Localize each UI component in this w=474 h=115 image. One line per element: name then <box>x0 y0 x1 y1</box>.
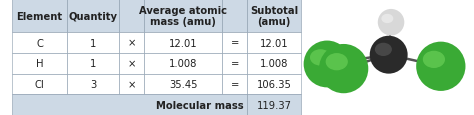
Text: H: H <box>36 59 43 69</box>
Bar <box>12 33 67 53</box>
Text: =: = <box>231 59 239 69</box>
Bar <box>222 33 247 53</box>
Bar <box>119 33 144 53</box>
Bar <box>247 53 301 74</box>
Text: 12.01: 12.01 <box>260 38 289 48</box>
Bar <box>12 94 247 115</box>
Bar <box>67 0 119 33</box>
Text: 106.35: 106.35 <box>257 79 292 89</box>
Ellipse shape <box>310 50 331 66</box>
Text: 12.01: 12.01 <box>169 38 198 48</box>
Bar <box>222 74 247 94</box>
Bar <box>12 53 67 74</box>
Ellipse shape <box>319 45 368 93</box>
Bar <box>247 74 301 94</box>
Text: Quantity: Quantity <box>69 12 118 21</box>
Ellipse shape <box>326 54 348 71</box>
Ellipse shape <box>423 51 445 68</box>
Text: 119.37: 119.37 <box>257 100 292 110</box>
Bar <box>144 0 222 33</box>
Bar <box>67 33 119 53</box>
Text: 1.008: 1.008 <box>169 59 197 69</box>
Ellipse shape <box>382 15 393 24</box>
Text: 1.008: 1.008 <box>260 59 288 69</box>
Text: Subtotal
(amu): Subtotal (amu) <box>250 6 298 27</box>
Bar <box>12 0 67 33</box>
Bar <box>67 74 119 94</box>
Bar <box>12 74 67 94</box>
Bar <box>222 0 247 33</box>
Bar <box>222 53 247 74</box>
Bar <box>119 0 144 33</box>
Text: Molecular mass: Molecular mass <box>156 100 244 110</box>
Text: =: = <box>231 79 239 89</box>
Text: Average atomic
mass (amu): Average atomic mass (amu) <box>139 6 227 27</box>
Bar <box>67 53 119 74</box>
Bar <box>247 94 301 115</box>
Ellipse shape <box>375 43 392 56</box>
Ellipse shape <box>304 41 350 88</box>
Text: 35.45: 35.45 <box>169 79 198 89</box>
Ellipse shape <box>370 36 408 74</box>
Bar <box>144 33 222 53</box>
Bar <box>119 53 144 74</box>
Text: C: C <box>36 38 43 48</box>
Text: ×: × <box>128 59 136 69</box>
Text: 1: 1 <box>90 38 96 48</box>
Text: Cl: Cl <box>35 79 45 89</box>
Bar <box>119 74 144 94</box>
Text: ×: × <box>128 38 136 48</box>
Text: Element: Element <box>17 12 63 21</box>
Text: ×: × <box>128 79 136 89</box>
Text: =: = <box>231 38 239 48</box>
Text: 3: 3 <box>90 79 96 89</box>
Ellipse shape <box>416 42 465 91</box>
Bar <box>144 74 222 94</box>
Bar <box>247 33 301 53</box>
Bar <box>144 53 222 74</box>
Text: 1: 1 <box>90 59 96 69</box>
Bar <box>247 0 301 33</box>
Ellipse shape <box>378 10 404 36</box>
